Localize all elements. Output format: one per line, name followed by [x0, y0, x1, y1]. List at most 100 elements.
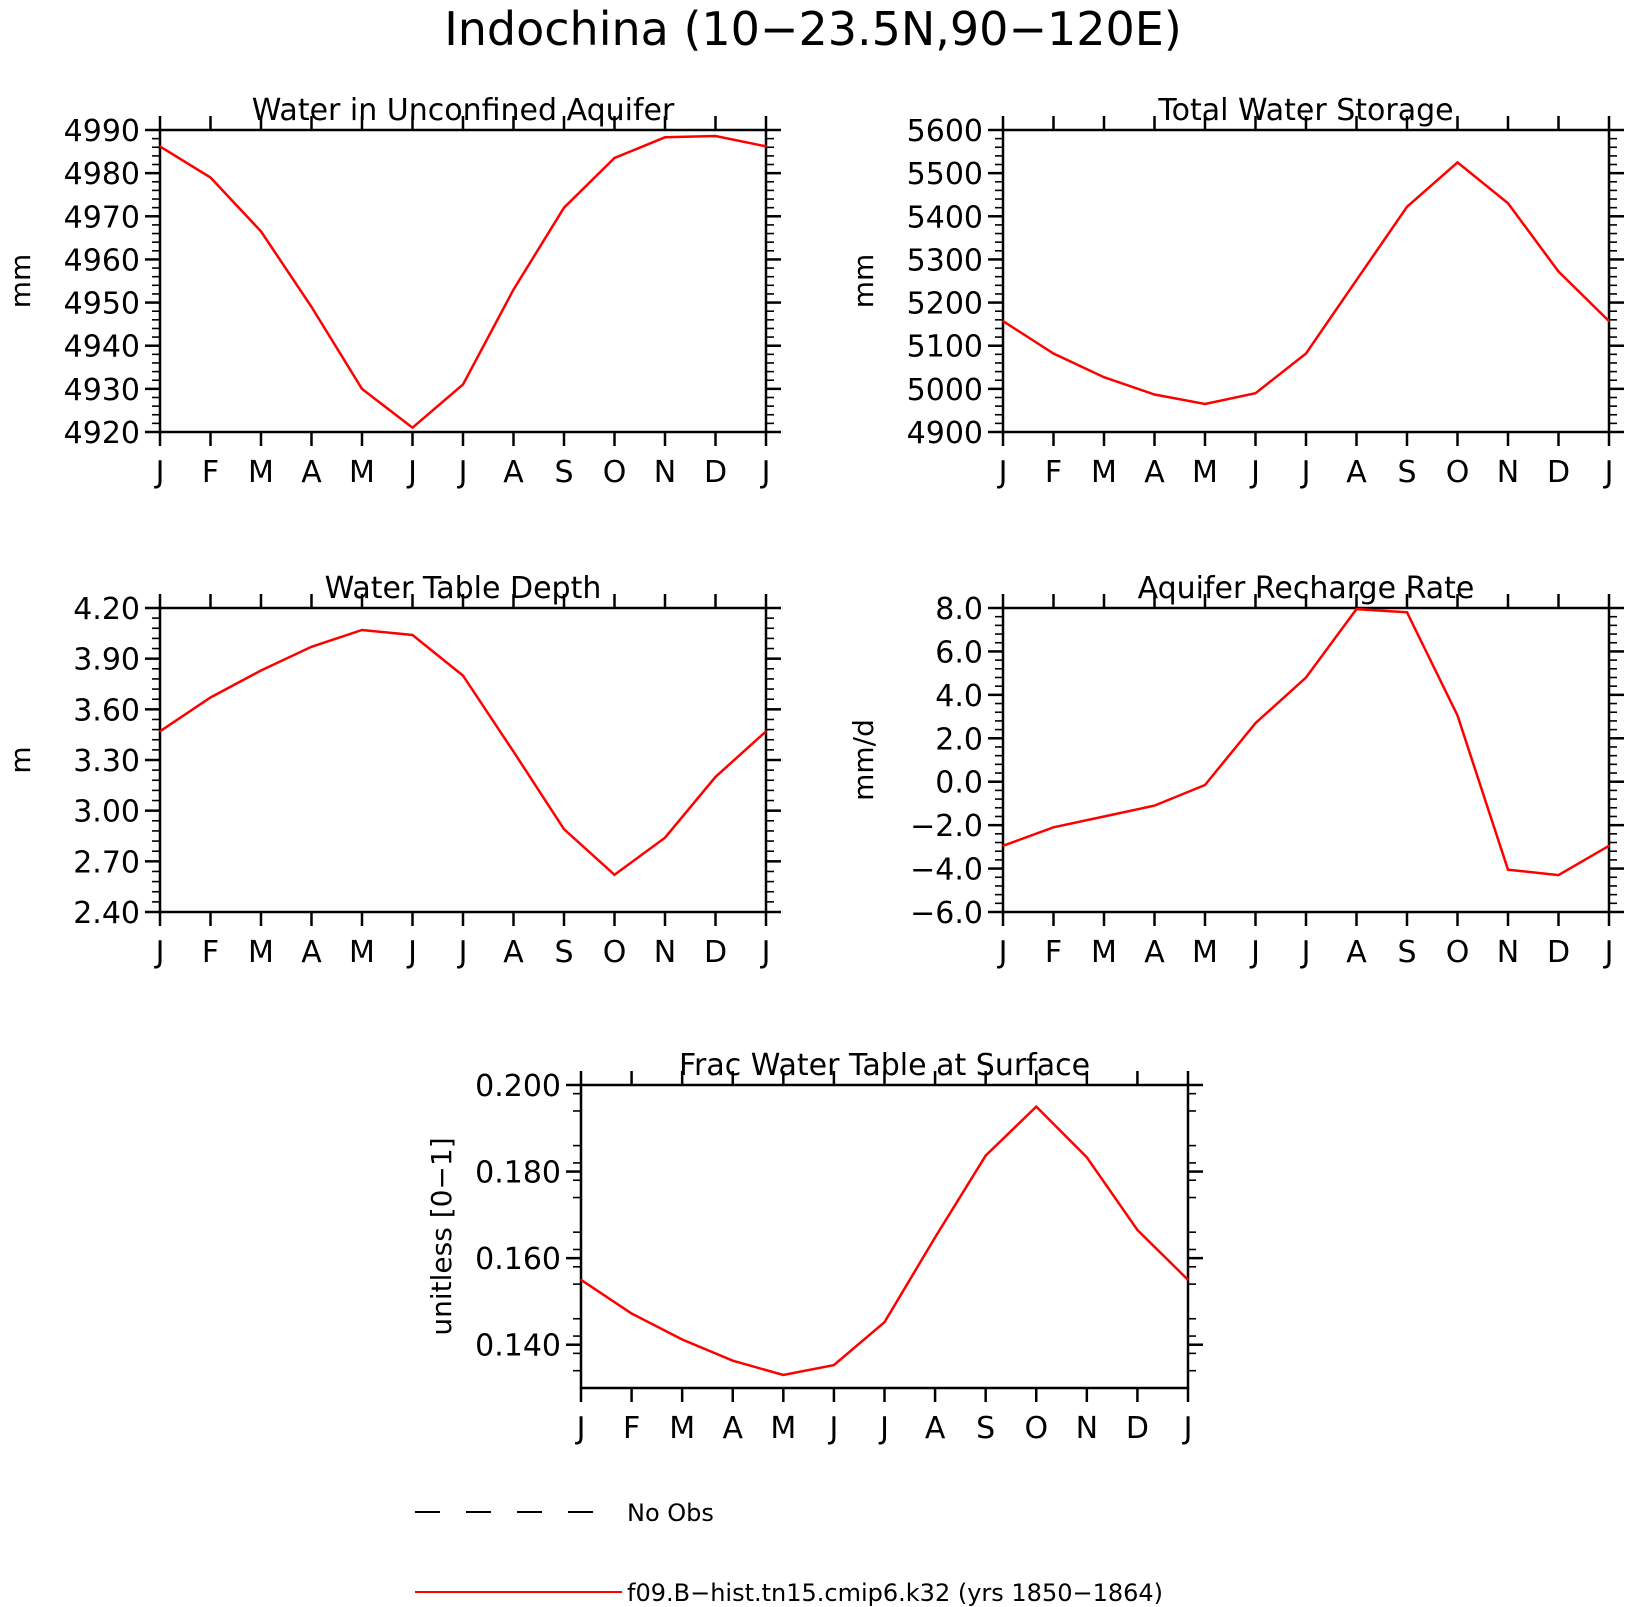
data-point	[462, 674, 464, 677]
data-point	[563, 828, 565, 831]
x-tick-label: N	[1076, 1411, 1098, 1446]
y-tick-label: 5500	[907, 157, 983, 192]
x-tick-label: S	[554, 455, 573, 490]
data-point	[1456, 161, 1459, 164]
x-tick-label: J	[878, 1411, 889, 1446]
data-point	[260, 669, 262, 672]
x-tick-label: S	[554, 935, 573, 970]
x-tick-label: S	[976, 1411, 995, 1446]
data-point	[664, 136, 666, 139]
y-tick-label: 0.200	[475, 1069, 561, 1104]
data-point	[209, 696, 212, 699]
x-tick-label: F	[202, 935, 219, 970]
x-tick-label: J	[1249, 935, 1260, 970]
y-tick-label: 6.0	[935, 635, 983, 670]
data-point	[260, 230, 262, 233]
x-tick-label: O	[1446, 455, 1470, 490]
y-tick-label: 5200	[907, 287, 983, 322]
data-point	[1103, 815, 1105, 818]
x-tick-label: D	[704, 935, 727, 970]
data-point	[1204, 403, 1206, 405]
x-tick-label: A	[1346, 935, 1367, 970]
data-point	[1557, 270, 1560, 273]
x-tick-label: A	[1144, 455, 1165, 490]
data-point	[512, 750, 515, 753]
data-point	[934, 1236, 936, 1239]
figure-title: Indochina (10−23.5N,90−120E)	[444, 2, 1182, 56]
x-tick-label: M	[248, 935, 274, 970]
data-point	[630, 1312, 633, 1315]
x-tick-label: M	[770, 1411, 796, 1446]
data-point	[1406, 205, 1408, 208]
data-point	[512, 288, 515, 291]
data-point	[361, 629, 363, 631]
y-tick-label: −4.0	[910, 853, 983, 888]
data-point	[1002, 844, 1004, 847]
data-point	[833, 1364, 835, 1366]
data-point	[1204, 784, 1206, 786]
y-tick-label: 5100	[907, 330, 983, 365]
x-tick-label: J	[1603, 935, 1614, 970]
x-tick-label: J	[1249, 455, 1260, 490]
x-tick-label: A	[503, 455, 524, 490]
data-point	[1406, 611, 1408, 614]
data-point	[984, 1154, 987, 1157]
x-tick-label: M	[1192, 935, 1218, 970]
x-tick-label: N	[1497, 935, 1519, 970]
data-point	[1086, 1156, 1088, 1159]
series-line-1	[1002, 160, 1610, 406]
y-tick-label: 5600	[907, 114, 983, 149]
y-tick-label: 2.0	[935, 722, 983, 757]
x-tick-label: J	[406, 935, 417, 970]
y-tick-label: 4900	[907, 416, 983, 451]
plot-frame	[158, 128, 768, 434]
data-point	[1035, 1105, 1038, 1108]
y-tick-label: 4920	[64, 416, 140, 451]
x-tick-label: J	[154, 935, 165, 970]
x-tick-label: S	[1397, 455, 1416, 490]
x-tick-label: D	[704, 455, 727, 490]
legend-model-label: f09.B−hist.tn15.cmip6.k32 (yrs 1850−1864…	[627, 1579, 1163, 1607]
data-point	[765, 730, 767, 733]
data-point	[613, 157, 616, 159]
y-tick-label: 2.40	[73, 896, 140, 931]
series-line-1	[580, 1104, 1189, 1377]
x-tick-label: J	[1182, 1411, 1193, 1446]
data-point	[1052, 352, 1055, 355]
x-tick-label: M	[1192, 455, 1218, 490]
plot-frame	[1001, 128, 1611, 434]
x-tick-label: O	[603, 455, 627, 490]
data-point	[681, 1338, 683, 1341]
y-tick-label: 5400	[907, 200, 983, 235]
data-point	[580, 1278, 582, 1281]
y-axis-label: unitless [0−1]	[425, 1137, 458, 1335]
data-point	[310, 646, 313, 648]
data-point	[731, 1359, 734, 1362]
x-tick-label: J	[1300, 935, 1311, 970]
data-point	[1305, 352, 1307, 355]
data-point	[1507, 202, 1509, 205]
x-tick-label: N	[654, 455, 676, 490]
data-point	[1153, 393, 1156, 396]
x-tick-label: A	[925, 1411, 946, 1446]
x-tick-label: J	[406, 455, 417, 490]
data-point	[209, 176, 212, 179]
data-point	[765, 145, 767, 148]
y-tick-label: 3.90	[73, 643, 140, 678]
x-tick-label: M	[1091, 455, 1117, 490]
data-point	[1103, 376, 1105, 379]
x-tick-label: M	[669, 1411, 695, 1446]
y-axis-label: mm/d	[847, 719, 880, 801]
x-tick-label: F	[1045, 935, 1062, 970]
data-point	[1254, 392, 1257, 394]
x-tick-label: S	[1397, 935, 1416, 970]
x-tick-label: M	[248, 455, 274, 490]
x-tick-label: O	[1446, 935, 1470, 970]
y-tick-label: 4980	[64, 157, 140, 192]
y-tick-label: 0.0	[935, 766, 983, 801]
x-tick-label: A	[301, 935, 322, 970]
x-tick-label: A	[301, 455, 322, 490]
